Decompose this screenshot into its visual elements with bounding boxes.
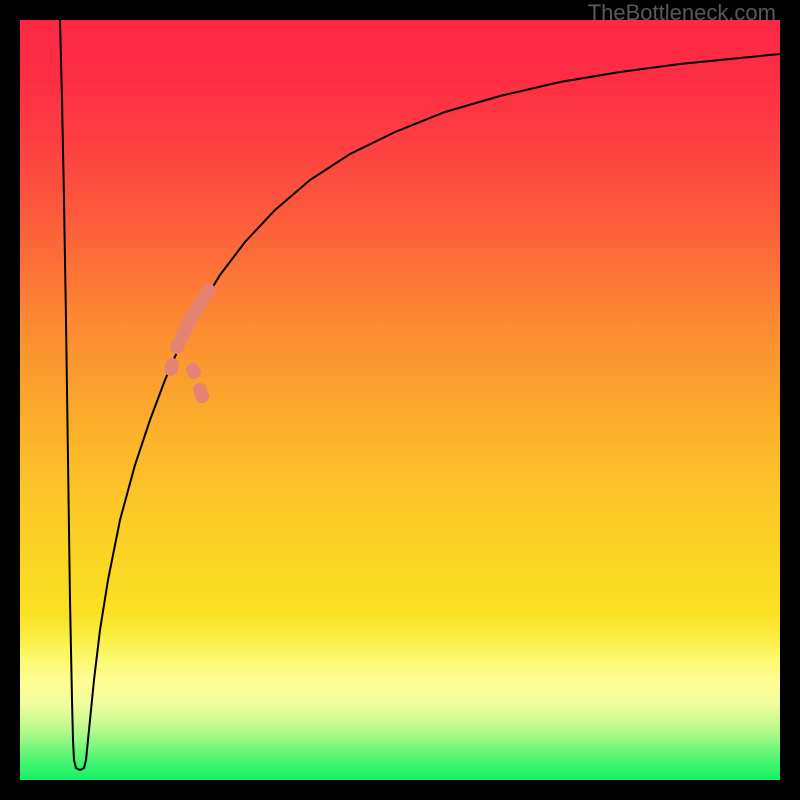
watermark-text: TheBottleneck.com <box>588 0 776 26</box>
frame-border-left <box>0 0 20 800</box>
plot-svg <box>20 20 780 780</box>
frame-border-bottom <box>0 780 800 800</box>
chart-container: TheBottleneck.com <box>0 0 800 800</box>
gradient-background <box>20 20 780 780</box>
data-marker <box>187 365 201 379</box>
data-marker <box>195 389 209 403</box>
plot-area <box>20 20 780 780</box>
data-marker <box>165 358 179 372</box>
data-marker <box>202 284 216 298</box>
frame-border-right <box>780 0 800 800</box>
